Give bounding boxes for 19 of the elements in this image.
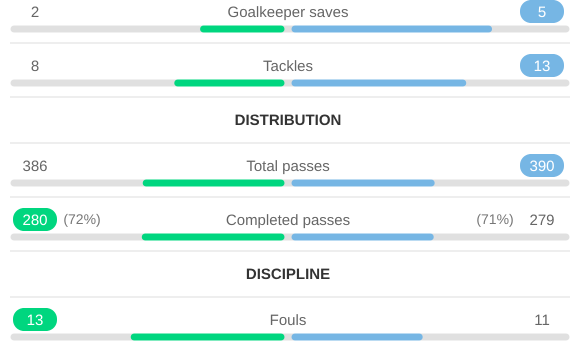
data-label: 8 — [30, 58, 40, 75]
data-label: 11 — [534, 312, 550, 329]
data-label: 279 — [529, 212, 555, 229]
category-label: Completed passes — [226, 212, 350, 229]
data-label: 280 — [22, 212, 48, 229]
data-label: 390 — [529, 158, 555, 175]
text: (71%) — [476, 211, 514, 227]
text: DISCIPLINE — [246, 266, 330, 283]
category-label: Fouls — [270, 312, 306, 329]
category-label: Goalkeeper saves — [228, 4, 348, 21]
category-label: Tackles — [262, 58, 314, 75]
data-label: 13 — [26, 312, 44, 329]
data-label: 5 — [538, 4, 546, 21]
text: (72%) — [63, 211, 101, 227]
category-label: Total passes — [246, 158, 330, 175]
data-label: 13 — [534, 58, 550, 75]
data-label: 386 — [22, 158, 48, 175]
text: DISTRIBUTION — [234, 112, 342, 129]
data-label: 2 — [30, 4, 40, 21]
